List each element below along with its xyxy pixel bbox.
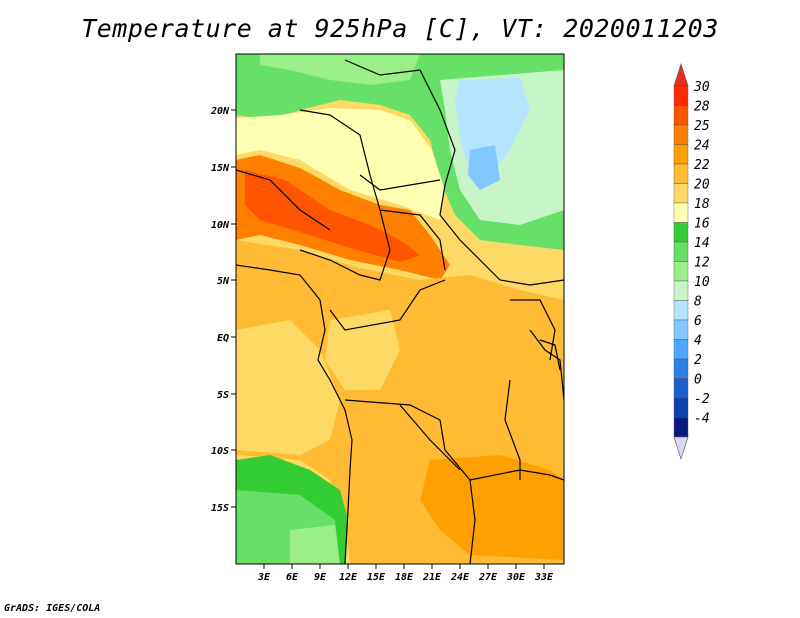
- lon-label: 9E: [314, 572, 327, 583]
- colorbar-label: 2: [694, 353, 702, 368]
- colorbar-label: 22: [694, 158, 710, 173]
- colorbar-label: 8: [694, 295, 702, 310]
- colorbar-label: 18: [694, 197, 710, 212]
- colorbar-label: 24: [694, 139, 710, 154]
- warm-zone-basin: [325, 310, 400, 390]
- colorbar-label: 12: [694, 256, 710, 271]
- lat-label: 5S: [217, 390, 229, 401]
- colorbar-label: 0: [694, 373, 702, 388]
- colorbar-swatch: [673, 300, 689, 321]
- colorbar-label: 30: [693, 80, 710, 95]
- lon-label: 3E: [257, 572, 271, 583]
- lon-label: 24E: [450, 572, 470, 583]
- lat-label: 10N: [211, 220, 230, 231]
- warm-zone-south: [420, 455, 564, 560]
- warm-band-pale: [236, 108, 445, 220]
- lat-label: 15N: [211, 163, 230, 174]
- grads-credit: GrADS: IGES/COLA: [4, 603, 101, 614]
- lon-label: 30E: [506, 572, 526, 583]
- lon-label: 21E: [422, 572, 442, 583]
- colorbar-label: 6: [694, 314, 702, 329]
- colorbar-swatch: [673, 124, 689, 145]
- colorbar-label: 28: [694, 100, 710, 115]
- lon-label: 18E: [395, 572, 414, 583]
- colorbar-swatch: [673, 85, 689, 106]
- colorbar-label: -4: [694, 412, 710, 427]
- colorbar-swatch: [673, 261, 689, 282]
- colorbar-bottom-cap: [673, 436, 689, 460]
- colorbar-swatch: [673, 105, 689, 126]
- colorbar-swatch: [673, 202, 689, 223]
- colorbar-swatch: [673, 378, 689, 399]
- cold-spot-blue: [468, 145, 500, 190]
- lon-tick-labels: 3E 6E 9E 12E 15E 18E 21E 24E 27E 30E 33E: [257, 572, 554, 583]
- colorbar-swatch: [673, 339, 689, 360]
- colorbar-label: 14: [694, 236, 710, 251]
- colorbar-label: 16: [694, 217, 710, 232]
- colorbar-label: -2: [694, 392, 710, 407]
- colorbar-swatch: [673, 358, 689, 379]
- colorbar-label: 4: [694, 334, 702, 349]
- colorbar-top-cap: [673, 63, 689, 87]
- colorbar-swatch: [673, 144, 689, 165]
- warm-zone-coast: [236, 320, 340, 455]
- lat-label: 15S: [211, 503, 229, 514]
- lon-label: 6E: [286, 572, 299, 583]
- colorbar-swatch: [673, 241, 689, 262]
- lat-label: 5N: [217, 276, 230, 287]
- map-borders: [236, 59, 564, 564]
- lat-label: 10S: [211, 446, 229, 457]
- lon-label: 12E: [339, 572, 358, 583]
- lon-tick-marks: [263, 564, 545, 569]
- colorbar-swatch: [673, 163, 689, 184]
- cool-zone-southwest-pale: [290, 525, 340, 564]
- cool-zone-north-light: [260, 54, 420, 85]
- colorbar-swatch: [673, 397, 689, 418]
- lat-label: EQ: [217, 333, 229, 344]
- temperature-field: [236, 54, 564, 564]
- lat-tick-marks: [231, 109, 236, 508]
- colorbar-label: 25: [694, 119, 710, 134]
- colorbar-label: 10: [694, 275, 710, 290]
- colorbar-label: 20: [694, 178, 710, 193]
- colorbar-swatch: [673, 319, 689, 340]
- hot-zone-core: [245, 170, 420, 262]
- colorbar-swatch: [673, 222, 689, 243]
- colorbar-swatch: [673, 417, 689, 438]
- lon-label: 15E: [367, 572, 386, 583]
- map-title: Temperature at 925hPa [C], VT: 202001120…: [81, 14, 719, 43]
- lat-label: 20N: [210, 106, 230, 117]
- lat-tick-labels: 20N 15N 10N 5N EQ 5S 10S 15S: [210, 106, 230, 514]
- lon-label: 27E: [478, 572, 498, 583]
- map-frame: [235, 53, 565, 565]
- lon-label: 33E: [534, 572, 554, 583]
- colorbar-swatch: [673, 280, 689, 301]
- colorbar-swatch: [673, 183, 689, 204]
